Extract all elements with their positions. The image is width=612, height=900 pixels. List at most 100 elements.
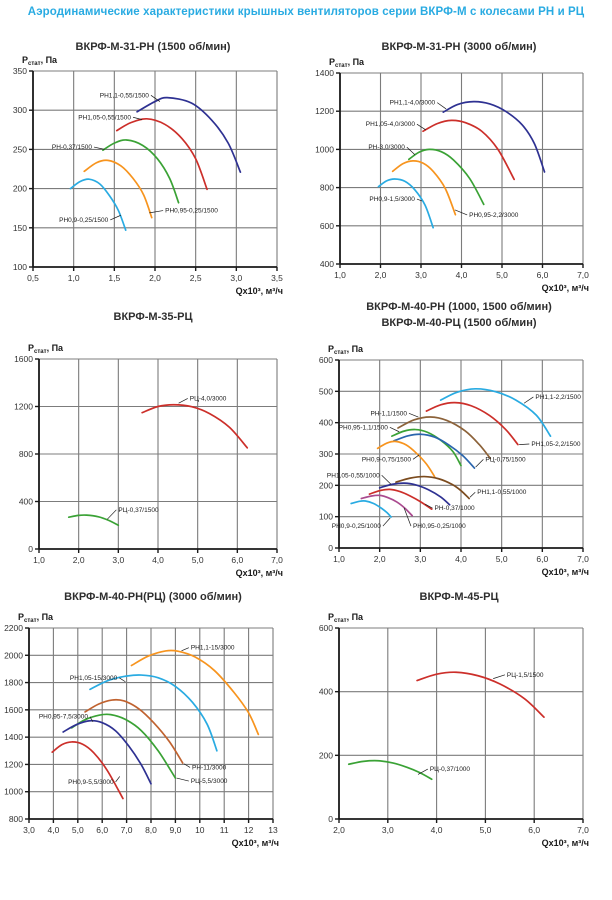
x-axis-label: Qx10³, м³/ч bbox=[542, 838, 589, 848]
x-tick-label: 7,0 bbox=[271, 555, 283, 565]
series-label: РН1,1-0,55/1000 bbox=[477, 489, 527, 496]
series-curve bbox=[115, 117, 208, 191]
series-label: РН0,9-0,25/1500 bbox=[59, 217, 109, 224]
y-tick-label: 1200 bbox=[14, 402, 33, 412]
series-label-leader bbox=[176, 777, 189, 782]
series-curve bbox=[391, 160, 457, 216]
series-curve bbox=[89, 674, 218, 752]
y-tick-label: 400 bbox=[19, 497, 33, 507]
series-label-leader bbox=[475, 459, 484, 468]
x-tick-label: 1,0 bbox=[68, 273, 80, 283]
series-label: РН0,9-0,75/1500 bbox=[362, 456, 412, 463]
x-tick-label: 0,5 bbox=[27, 273, 39, 283]
y-tick-label: 800 bbox=[19, 449, 33, 459]
y-tick-label: 1200 bbox=[4, 759, 23, 769]
series-label-leader bbox=[408, 412, 419, 418]
x-tick-label: 1,0 bbox=[33, 555, 45, 565]
series-curve bbox=[425, 401, 519, 446]
y-tick-label: 150 bbox=[13, 223, 27, 233]
y-tick-label: 250 bbox=[13, 144, 27, 154]
x-tick-label: 2,0 bbox=[333, 825, 345, 835]
series-label-leader bbox=[403, 507, 412, 527]
series-label-leader bbox=[416, 198, 422, 202]
y-tick-label: 2000 bbox=[4, 650, 23, 660]
series-label-leader bbox=[93, 146, 105, 150]
x-tick-label: 5,0 bbox=[496, 270, 508, 280]
series-label-leader bbox=[469, 491, 476, 498]
series-label: РН-11/3000 bbox=[192, 764, 227, 771]
chart-vkrf-m-31-rn-1500: 0,5 1,0 1,5 2,0 2,5 3,0 3,5100150200250300350Р… bbox=[13, 55, 283, 296]
series-label-leader bbox=[416, 123, 427, 131]
x-tick-label: 13 bbox=[268, 825, 278, 835]
series-curve bbox=[422, 119, 515, 181]
chart-title-line: ВКРФ-М-40-РН (1000, 1500 об/мин) bbox=[366, 301, 552, 313]
series-curve bbox=[350, 499, 392, 518]
chart-vkrf-m-31-rn-3000: 1,0 2,0 3,0 4,0 5,0 6,0 7,0 400 600 800 1000 1200 14… bbox=[315, 57, 589, 293]
y-axis-label: Рстат, Па bbox=[329, 57, 365, 69]
x-tick-label: 7,0 bbox=[577, 825, 589, 835]
x-tick-label: 3,0 bbox=[414, 554, 426, 564]
x-axis-label: Qx10³, м³/ч bbox=[236, 286, 283, 296]
series-label: РН0,95-0,25/1500 bbox=[165, 208, 218, 215]
series-curve bbox=[397, 416, 492, 460]
x-tick-label: 4,0 bbox=[431, 825, 443, 835]
series-label: РН1,05-0,55/1500 bbox=[78, 114, 131, 121]
chart-title-vkrf-m-40-rn-rc-1500: ВКРФ-М-40-РН (1000, 1500 об/мин) ВКРФ-М-… bbox=[306, 299, 612, 331]
series-label: РН0,9-0,25/1000 bbox=[332, 523, 382, 530]
y-tick-label: 400 bbox=[319, 687, 333, 697]
x-tick-label: 3,0 bbox=[382, 825, 394, 835]
x-tick-label: 11 bbox=[220, 825, 229, 835]
x-tick-label: 6,0 bbox=[231, 555, 243, 565]
series-curve bbox=[347, 759, 433, 781]
chart-title-vkrf-m-35-rc: ВКРФ-М-35-РЦ bbox=[0, 309, 306, 325]
series-label: РН0,95-7,5/3000 bbox=[39, 714, 89, 721]
series-curve bbox=[395, 475, 470, 500]
series-curve bbox=[376, 440, 436, 478]
series-label: РН1,1-4,0/3000 bbox=[390, 100, 436, 107]
y-tick-label: 800 bbox=[320, 183, 334, 193]
y-tick-label: 1600 bbox=[14, 354, 33, 364]
series-label: РН1,1-2,2/1500 bbox=[535, 394, 581, 401]
y-axis-label: Рстат, Па bbox=[22, 55, 58, 67]
series-curve bbox=[83, 159, 153, 219]
series-curve bbox=[393, 433, 476, 469]
series-curve bbox=[378, 482, 451, 506]
chart-vkrf-m-35-rc: 1,0 2,0 3,0 4,0 5,0 6,0 7,0 0 400 800 1200 1600Рста… bbox=[14, 343, 283, 578]
x-tick-label: 3,0 bbox=[415, 270, 427, 280]
y-tick-label: 600 bbox=[320, 221, 334, 231]
x-tick-label: 1,5 bbox=[108, 273, 120, 283]
series-label-leader bbox=[181, 647, 189, 652]
chart-title-line: ВКРФ-М-40-РН(РЦ) (3000 об/мин) bbox=[64, 591, 242, 603]
y-tick-label: 1600 bbox=[4, 705, 23, 715]
series-label-leader bbox=[132, 116, 143, 120]
series-label-leader bbox=[523, 396, 534, 404]
x-tick-label: 7,0 bbox=[577, 270, 589, 280]
x-tick-label: 4,0 bbox=[456, 270, 468, 280]
series-label-leader bbox=[183, 763, 191, 768]
series-label: РН-3,0/3000 bbox=[368, 144, 405, 151]
x-tick-label: 5,0 bbox=[496, 554, 508, 564]
series-curve bbox=[69, 178, 127, 232]
series-label-leader bbox=[406, 146, 416, 156]
y-tick-label: 100 bbox=[319, 512, 333, 522]
x-tick-label: 3,0 bbox=[230, 273, 242, 283]
y-tick-label: 300 bbox=[13, 105, 27, 115]
x-tick-label: 1,0 bbox=[334, 270, 346, 280]
y-tick-label: 0 bbox=[328, 814, 333, 824]
y-tick-label: 0 bbox=[28, 544, 33, 554]
series-label-leader bbox=[493, 674, 506, 679]
chart-title-vkrf-m-31-rn-3000: ВКРФ-М-31-РН (3000 об/мин) bbox=[306, 39, 612, 55]
page-title: Аэродинамические характеристики крышных … bbox=[27, 6, 585, 18]
series-curve bbox=[62, 719, 152, 785]
x-tick-label: 5,0 bbox=[72, 825, 84, 835]
series-curve bbox=[442, 100, 546, 173]
x-tick-label: 3,0 bbox=[112, 555, 124, 565]
series-curve bbox=[136, 96, 242, 173]
series-label-leader bbox=[106, 509, 117, 520]
series-label-leader bbox=[389, 427, 400, 433]
chart-vkrf-m-40-rn-rc-3000: 3,0 4,0 5,0 6,0 7,0 8,0 9,0 10 11 12 13 800 1000 1200… bbox=[4, 612, 279, 848]
series-label: РН1,05-15/3000 bbox=[70, 675, 118, 682]
chart-title-line: ВКРФ-М-45-РЦ bbox=[419, 591, 499, 603]
x-tick-label: 4,0 bbox=[152, 555, 164, 565]
x-tick-label: 3,0 bbox=[23, 825, 35, 835]
